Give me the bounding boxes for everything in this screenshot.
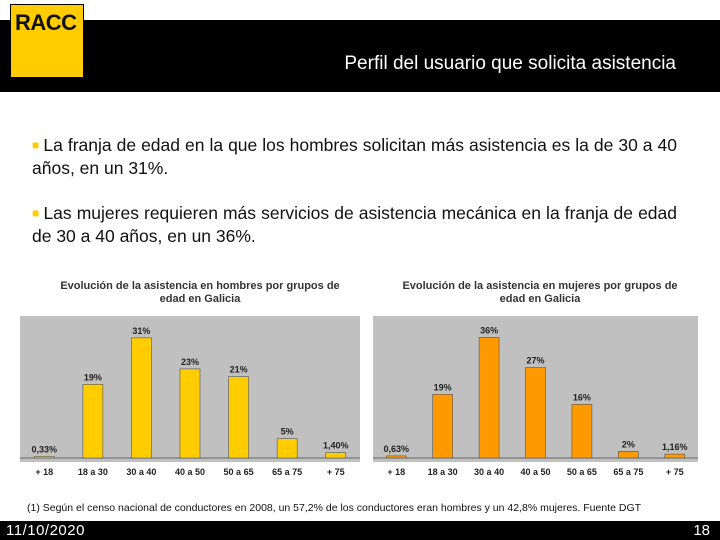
footer-bar [0,521,720,540]
men-tick-label: 30 a 40 [126,467,156,477]
women-bar [571,404,593,459]
men-data-label: 0,33% [32,445,58,455]
women-tick-label: + 18 [387,467,405,477]
bullet-text: La franja de edad en la que los hombres … [32,135,678,178]
men-data-label: 5% [281,427,294,437]
women-data-label: 1,16% [662,442,688,452]
women-tick-label: 50 a 65 [567,467,597,477]
men-tick-label: 40 a 50 [175,467,205,477]
women-chart: 0,63% + 18 19% 18 a 30 36% 30 a 40 27% 40 a 50 1… [373,316,698,477]
bullet-square-icon: ■ [32,138,40,152]
men-data-label: 23% [181,357,199,367]
bullet-item: ■ La franja de edad en la que los hombres… [32,134,677,180]
men-bar [82,384,104,459]
women-bar [432,394,453,459]
header-bar [0,20,720,92]
women-data-label: 27% [526,356,544,366]
men-tick-label: 18 a 30 [78,467,108,477]
women-tick-label: 65 a 75 [613,467,643,477]
logo-text: RACC [15,10,77,35]
men-bar [325,452,347,459]
men-data-label: 21% [230,365,248,375]
bullet-list: ■ La franja de edad en la que los hombres… [32,134,677,270]
page-number: 18 [693,522,710,539]
men-tick-label: + 18 [35,467,53,477]
men-tick-label: + 75 [327,467,345,477]
men-chart: 0,33% + 18 19% 18 a 30 31% 30 a 40 23% 40 a 50 2… [20,316,360,477]
women-bar [385,455,407,459]
men-bar [179,368,201,459]
men-tick-label: 65 a 75 [272,467,302,477]
men-data-label: 31% [132,326,150,336]
bullet-item: ■ Las mujeres requieren más servicios de … [32,202,677,248]
racc-logo: RACC [10,4,84,78]
footnote: (1) Según el censo nacional de conductor… [27,502,642,514]
men-bar [131,337,152,459]
men-data-label: 1,40% [323,441,349,451]
women-data-label: 36% [480,325,498,335]
women-bar [664,453,686,459]
men-tick-label: 50 a 65 [224,467,254,477]
men-bar [276,438,298,459]
footer-date: 11/10/2020 [6,522,85,539]
women-bar [478,337,500,459]
page-title: Perfil del usuario que solicita asistenc… [344,53,676,74]
men-chart-title: Evolución de la asistencia en hombres po… [60,280,340,305]
women-chart-title: Evolución de la asistencia en mujeres po… [402,280,678,305]
women-data-label: 16% [573,392,591,402]
women-bar [525,367,546,459]
women-tick-label: 40 a 50 [520,467,550,477]
men-bar [228,376,249,459]
women-data-label: 19% [434,382,452,392]
women-tick-label: + 75 [666,467,684,477]
women-data-label: 2% [622,439,635,449]
men-bar [33,456,55,459]
women-data-label: 0,63% [383,444,409,454]
bullet-square-icon: ■ [32,206,40,220]
bullet-text: Las mujeres requieren más servicios de a… [32,203,677,246]
women-tick-label: 30 a 40 [474,467,504,477]
women-tick-label: 18 a 30 [428,467,458,477]
women-bar [618,450,639,459]
men-data-label: 19% [84,372,102,382]
